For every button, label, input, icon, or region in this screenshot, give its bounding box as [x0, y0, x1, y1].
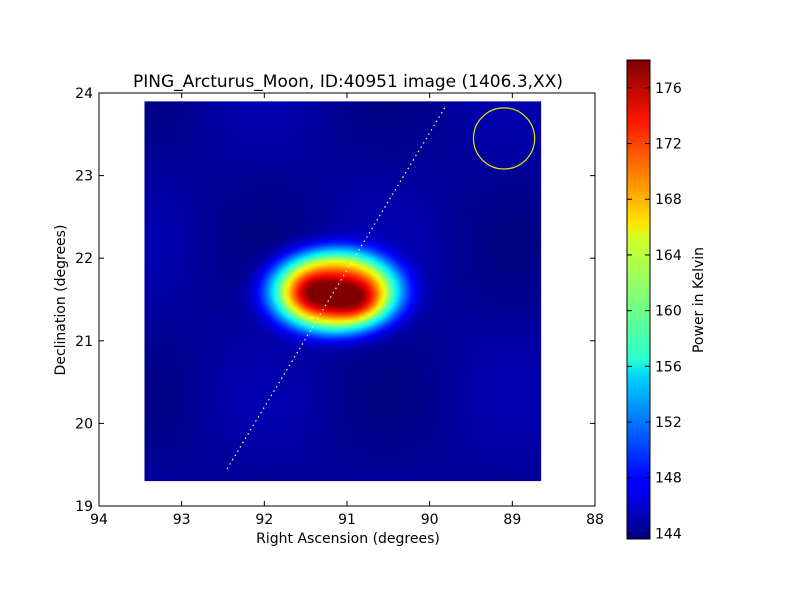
- colorbar-tick-label: 152: [655, 415, 682, 431]
- colorbar-frame: [626, 59, 651, 540]
- x-tick-label: 89: [503, 512, 521, 528]
- beam-circle: [472, 107, 536, 170]
- colorbar-tick-label: 148: [655, 471, 682, 487]
- chart-title: PING_Arcturus_Moon, ID:40951 image (1406…: [133, 72, 563, 92]
- y-tick-label: 19: [75, 499, 93, 515]
- x-tick-label: 88: [586, 512, 604, 528]
- x-axis-label: Right Ascension (degrees): [256, 531, 440, 547]
- colorbar-tick-label: 176: [655, 81, 682, 97]
- x-tick-label: 93: [173, 512, 191, 528]
- colorbar-tick-label: 168: [655, 192, 682, 208]
- heatmap-image: [144, 101, 542, 482]
- colorbar-tick-label: 144: [655, 526, 682, 542]
- x-tick-label: 90: [421, 512, 439, 528]
- moon-trajectory-line: [226, 105, 447, 470]
- colorbar-gradient: [627, 60, 650, 539]
- colorbar-tick-label: 172: [655, 137, 682, 153]
- y-tick-label: 21: [75, 334, 93, 350]
- colorbar: 144 148 152 156 160 164 168 172 176 Power in Kel…: [626, 59, 707, 542]
- x-tick-label: 92: [255, 512, 273, 528]
- x-tick-label: 91: [338, 512, 356, 528]
- y-tick-label: 23: [75, 169, 93, 185]
- y-tick-label: 24: [75, 86, 93, 102]
- colorbar-tick-label: 160: [655, 304, 682, 320]
- colorbar-tick-label: 164: [655, 248, 682, 264]
- colorbar-tick-label: 156: [655, 359, 682, 375]
- y-axis-label: Declination (degrees): [53, 225, 69, 376]
- y-tick-label: 22: [75, 251, 93, 267]
- colorbar-label: Power in Kelvin: [691, 247, 707, 353]
- x-tick-label: 94: [90, 512, 108, 528]
- y-tick-label: 20: [75, 416, 93, 432]
